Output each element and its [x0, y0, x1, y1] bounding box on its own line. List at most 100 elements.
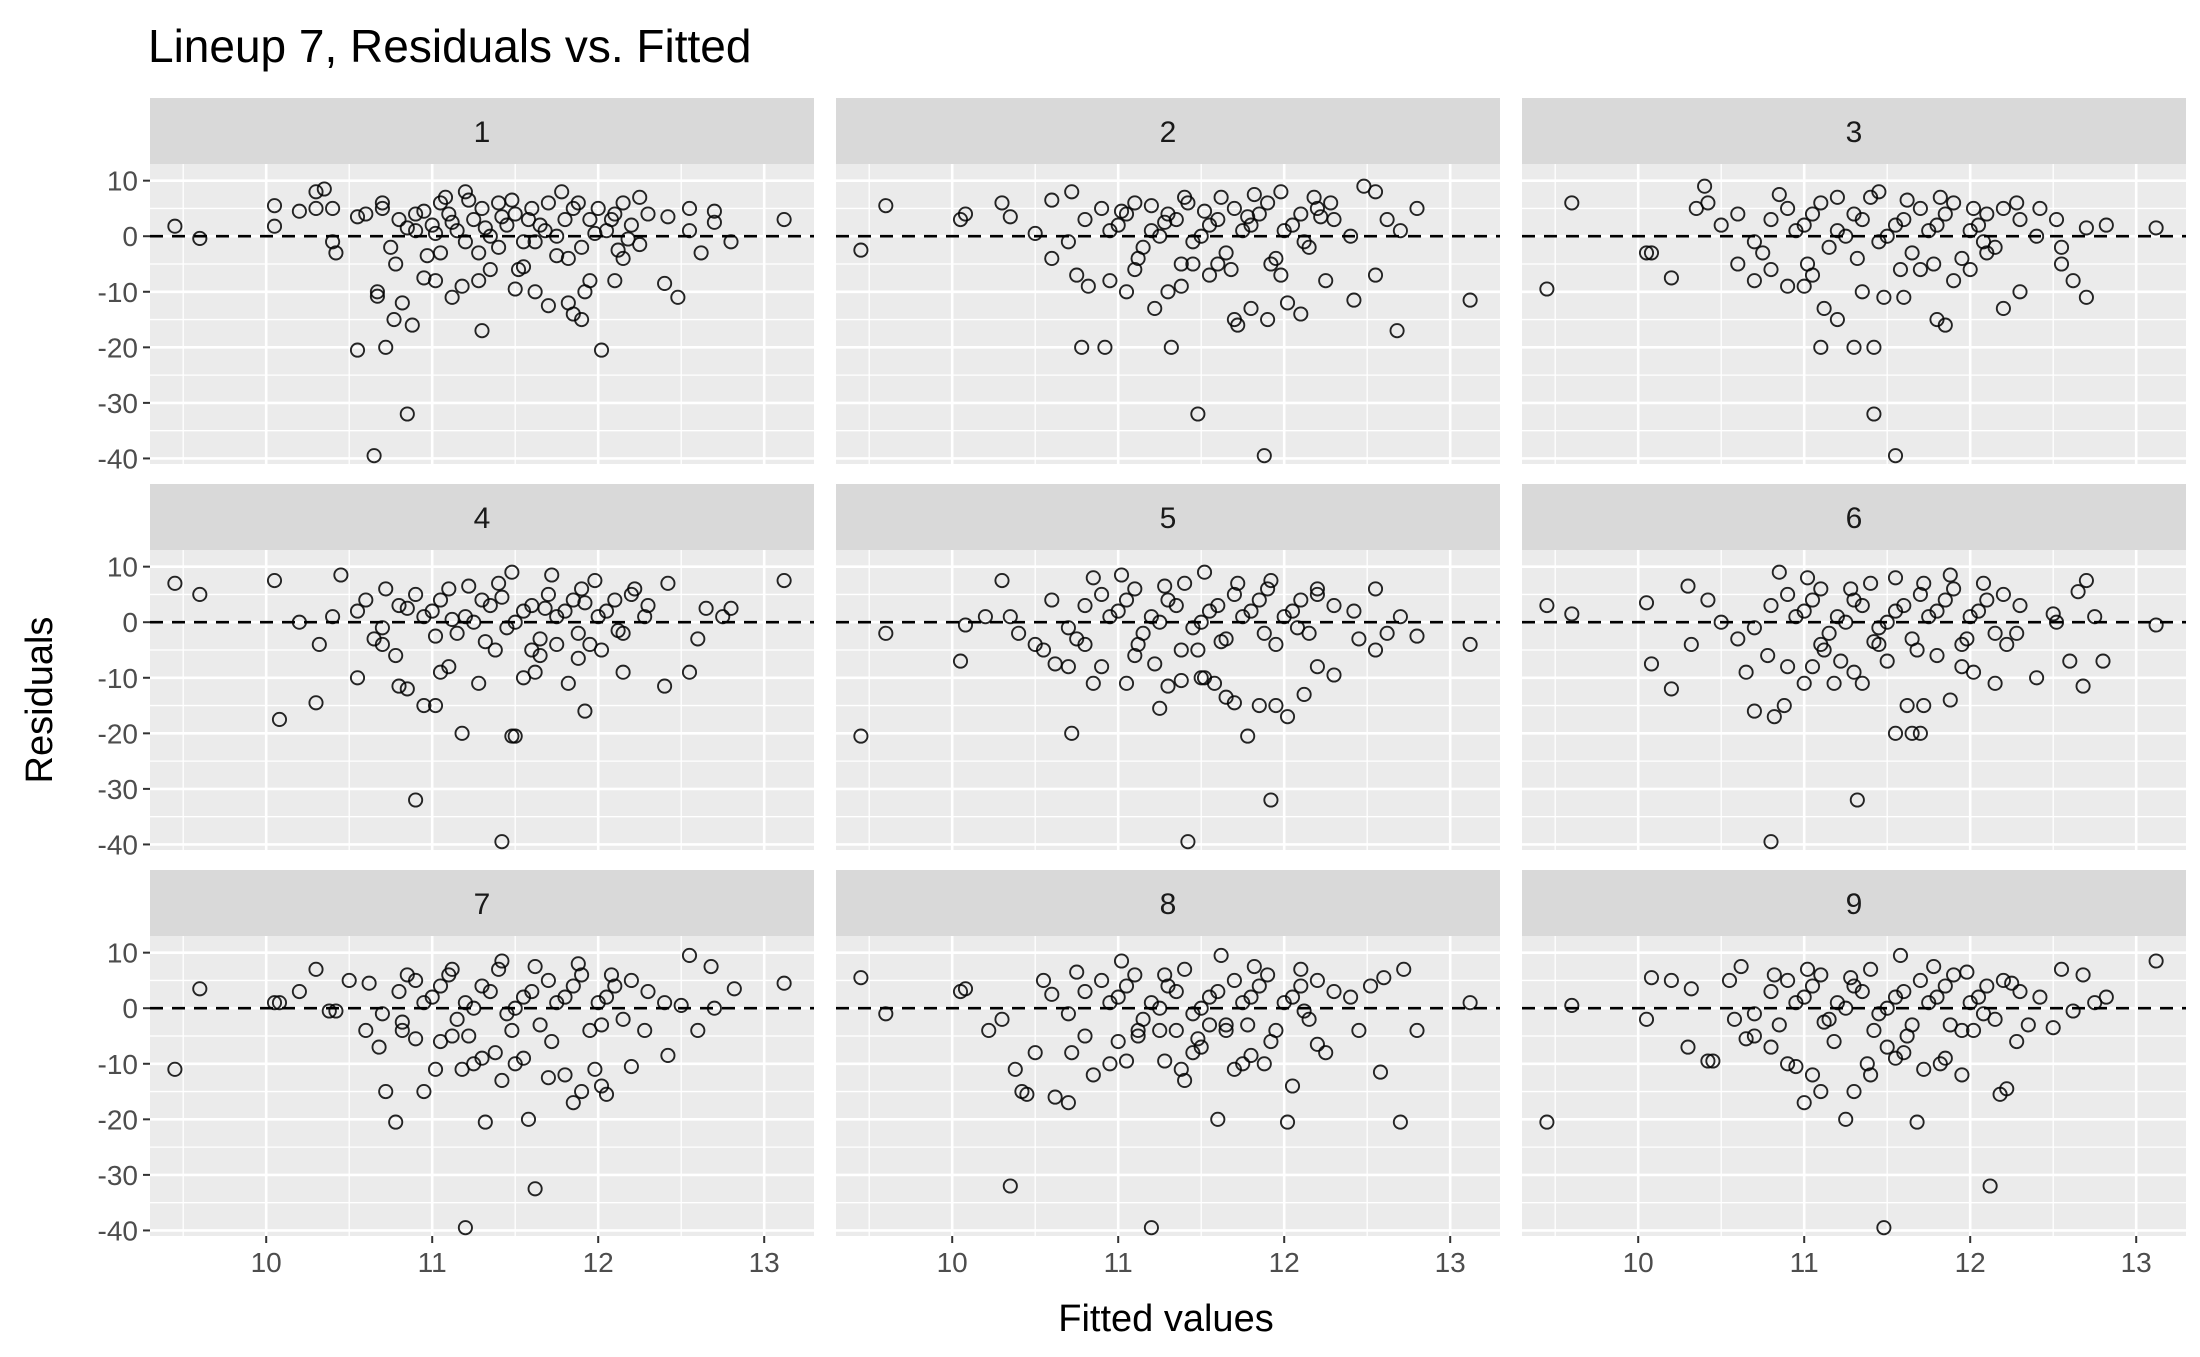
residual-point: [2087, 609, 2103, 625]
residual-point: [623, 217, 639, 233]
residual-point: [1863, 575, 1879, 591]
residual-point: [1019, 1086, 1035, 1102]
residual-point: [1260, 195, 1276, 211]
y-tick-label: -10: [98, 663, 138, 694]
residual-point: [1899, 1028, 1915, 1044]
residual-point: [1060, 1095, 1076, 1111]
residual-point: [1866, 634, 1882, 650]
residual-point: [2098, 217, 2114, 233]
panel-background: [1522, 550, 2186, 850]
residual-point: [1663, 972, 1679, 988]
residual-point: [2012, 212, 2028, 228]
residual-point: [494, 953, 510, 969]
residual-point: [1094, 586, 1110, 602]
residual-point: [466, 212, 482, 228]
residual-point: [1118, 675, 1135, 691]
residual-point: [311, 636, 327, 652]
residual-point: [1113, 203, 1130, 219]
residual-point: [1804, 206, 1821, 222]
residual-point: [1746, 234, 1762, 250]
residual-point: [358, 592, 374, 608]
residual-point: [776, 573, 792, 589]
residual-point: [1999, 1081, 2015, 1097]
residual-point: [1987, 625, 2003, 641]
residual-point: [587, 225, 603, 241]
residual-point: [1638, 595, 1655, 611]
residual-point: [499, 620, 515, 636]
residual-point: [491, 239, 507, 255]
residual-point: [690, 1022, 706, 1038]
residual-point: [444, 289, 460, 305]
residual-point: [494, 834, 510, 850]
residual-point: [2009, 1034, 2025, 1050]
residual-point: [416, 995, 432, 1011]
residual-point: [399, 220, 415, 236]
residual-point: [1392, 609, 1408, 625]
residual-point: [1965, 1022, 1982, 1038]
residual-point: [1351, 1022, 1367, 1038]
residual-point: [1730, 256, 1746, 272]
residual-point: [632, 189, 648, 205]
residual-point: [1102, 273, 1118, 289]
residual-point: [1462, 636, 1478, 652]
residual-point: [333, 567, 349, 583]
residual-point: [371, 1039, 387, 1055]
residual-point: [1871, 184, 1887, 200]
residual-point: [1643, 656, 1660, 672]
residual-point: [1143, 198, 1159, 214]
residual-point: [2012, 284, 2028, 300]
residual-point: [1780, 1056, 1796, 1072]
residual-point: [1180, 834, 1196, 850]
residual-point: [1226, 586, 1242, 602]
y-tick-label: -30: [98, 1160, 138, 1191]
residual-point: [1887, 603, 1904, 619]
x-tick-label: 12: [1955, 1247, 1986, 1278]
residual-point: [570, 650, 586, 666]
residual-point: [1235, 995, 1251, 1011]
residual-point: [1273, 184, 1289, 200]
residual-point: [291, 203, 307, 219]
residual-point: [2065, 1003, 2081, 1019]
residual-point: [1064, 184, 1080, 200]
residual-point: [1871, 1006, 1887, 1022]
facet-strip-label: 5: [1160, 502, 1177, 535]
residual-point: [1776, 698, 1792, 714]
residual-point: [587, 1061, 603, 1077]
residual-point: [1218, 245, 1234, 261]
residual-point: [441, 206, 457, 222]
panel-background: [836, 936, 1500, 1236]
x-tick-label: 11: [1790, 1247, 1819, 1278]
residual-point: [1077, 984, 1093, 1000]
residual-point: [1147, 300, 1163, 316]
residual-point: [1168, 598, 1184, 614]
residual-point: [1201, 1017, 1218, 1033]
residual-point: [391, 598, 407, 614]
residual-point: [1044, 250, 1060, 266]
residual-point: [1130, 636, 1146, 652]
residual-point: [593, 342, 610, 358]
facet-strip: [150, 870, 814, 936]
residual-point: [1965, 200, 1982, 216]
residual-point: [1313, 209, 1329, 225]
residual-point: [1970, 989, 1987, 1005]
residual-point: [598, 603, 615, 619]
residual-point: [1177, 961, 1193, 977]
residual-point: [1755, 245, 1771, 261]
residual-point: [1866, 406, 1882, 422]
residual-point: [1268, 698, 1284, 714]
residual-point: [432, 245, 449, 261]
residual-point: [1246, 187, 1262, 203]
residual-point: [1173, 673, 1189, 689]
residual-point: [527, 284, 543, 300]
residual-point: [610, 623, 626, 639]
residual-point: [1863, 1067, 1879, 1083]
residual-point: [1730, 206, 1746, 222]
residual-point: [1816, 300, 1832, 316]
y-tick-label: -40: [98, 443, 138, 474]
residual-point: [449, 223, 465, 239]
residual-point: [1152, 614, 1168, 630]
residual-point: [366, 448, 382, 464]
residual-point: [1932, 189, 1948, 205]
residual-point: [391, 678, 407, 694]
residual-point: [491, 575, 507, 591]
